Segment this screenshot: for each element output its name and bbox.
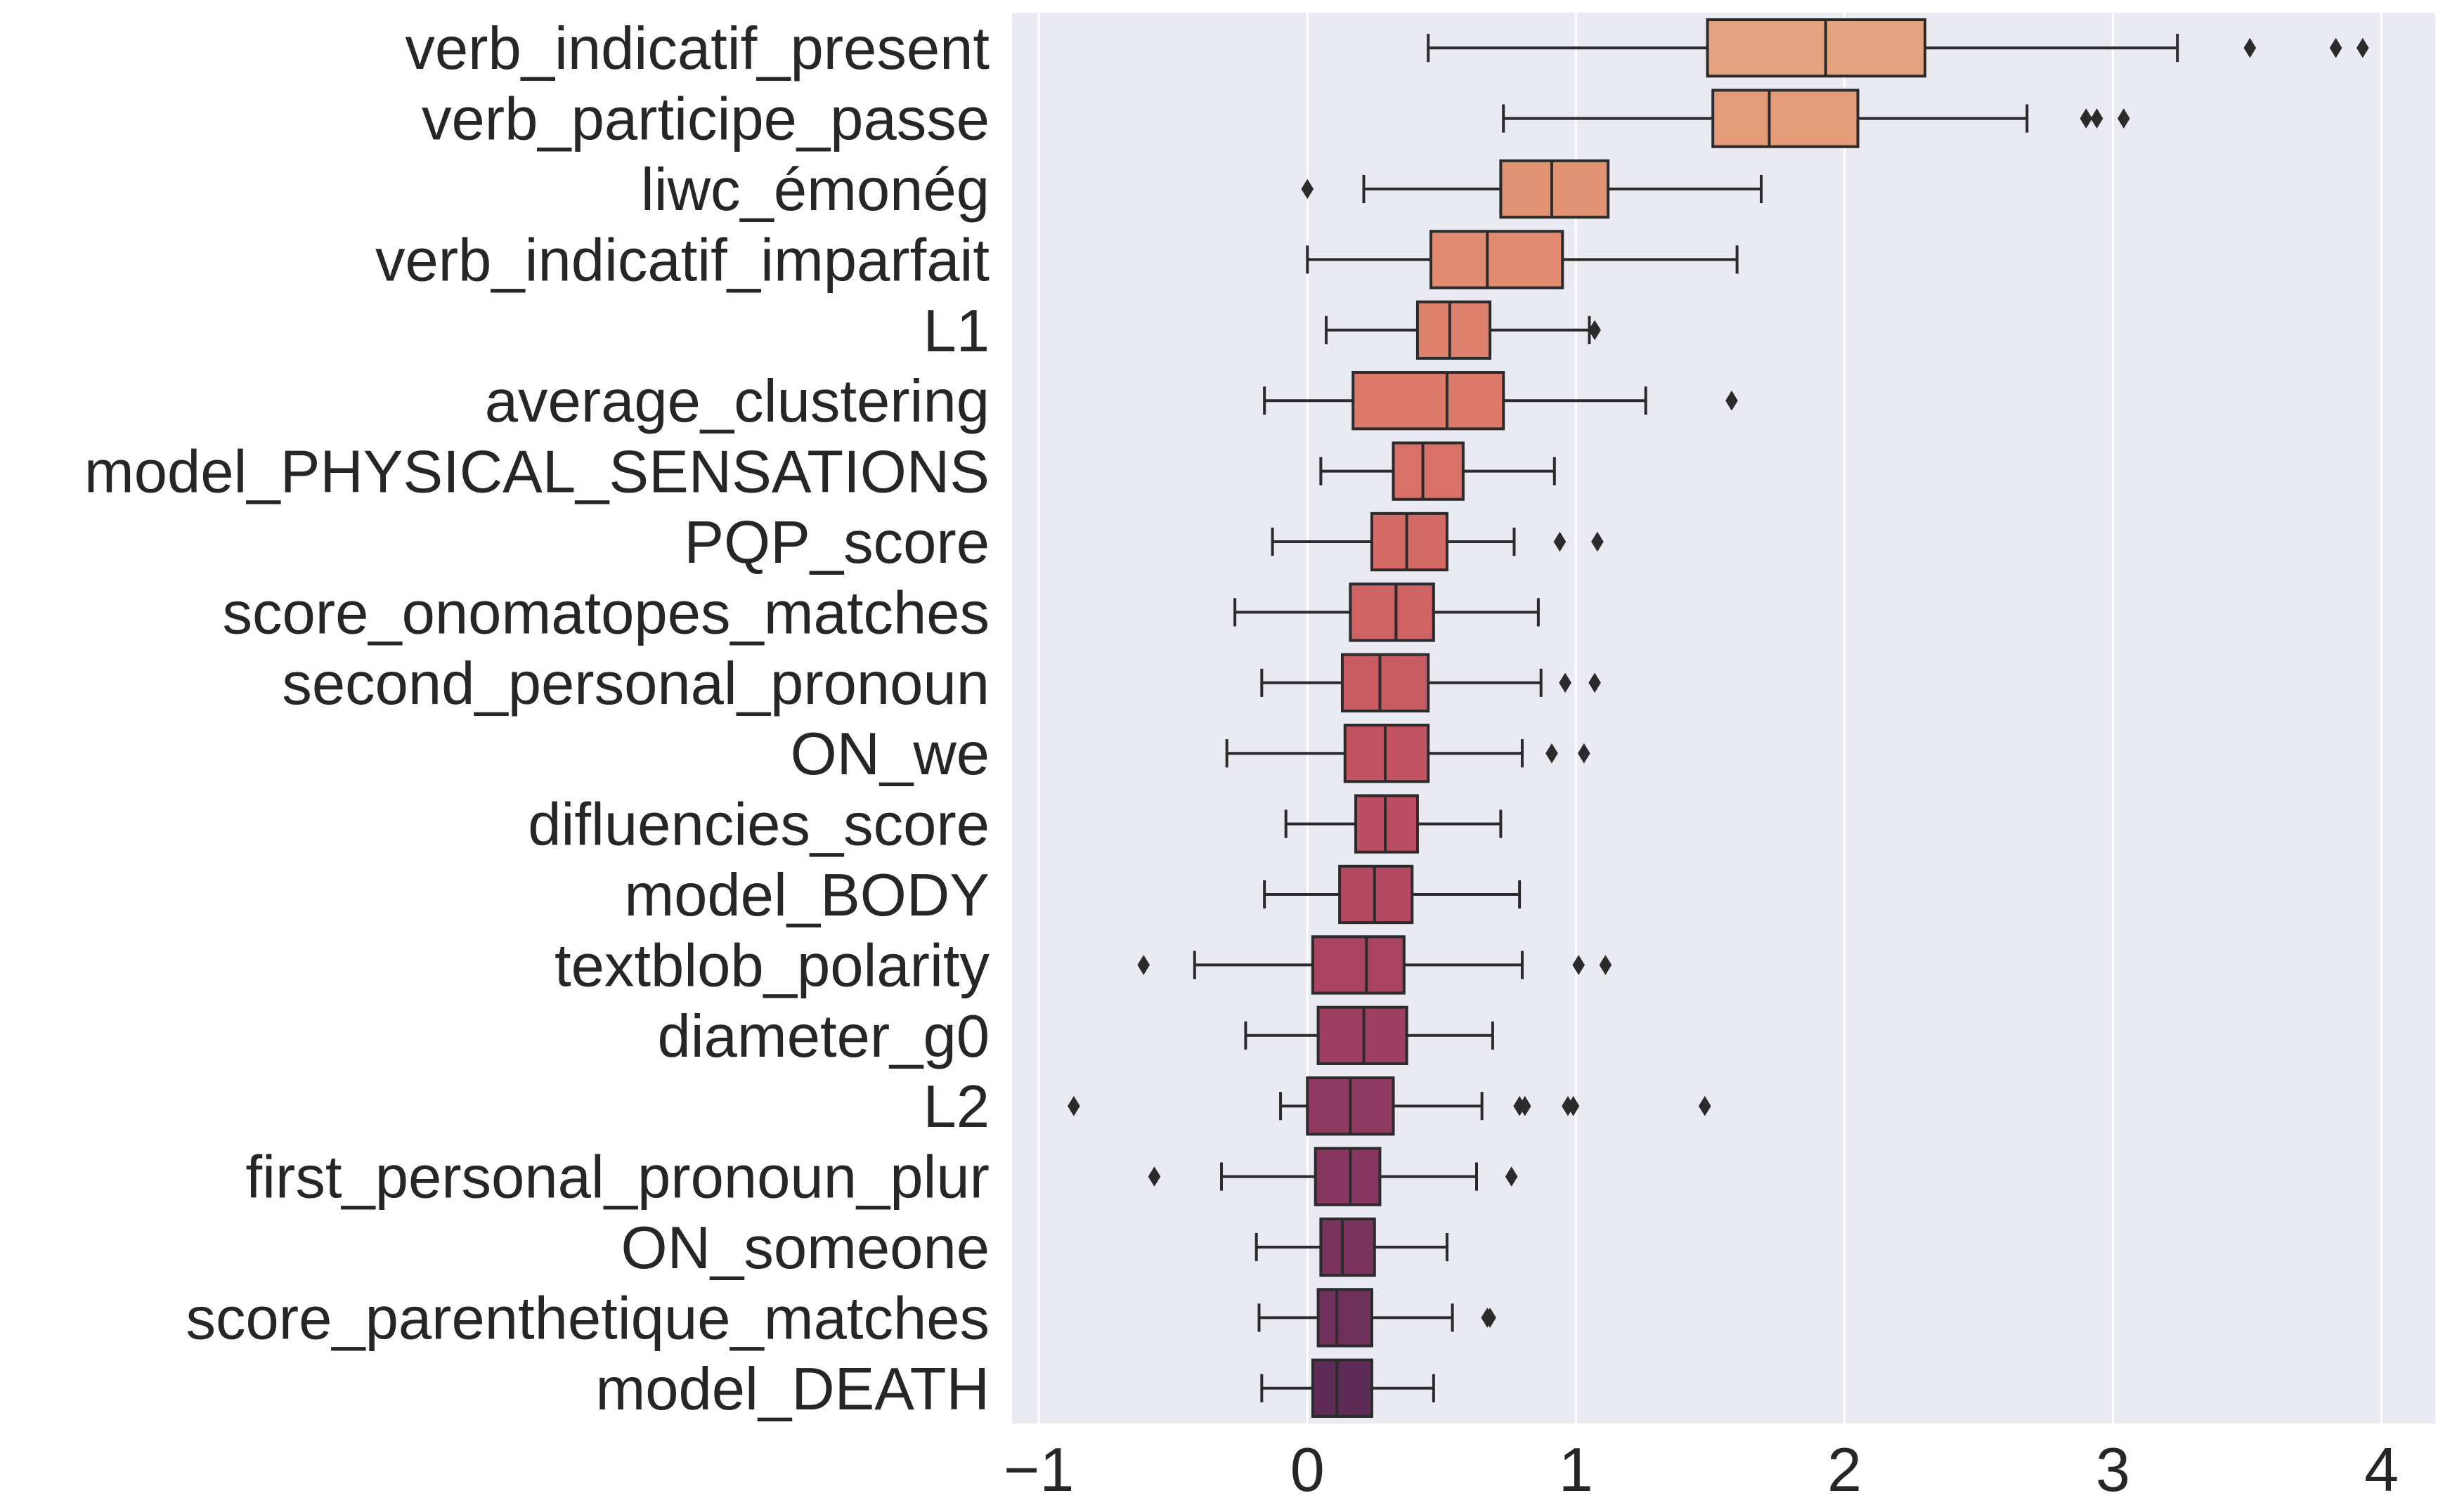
iqr-box xyxy=(1711,89,1860,148)
box-0 xyxy=(1427,18,2369,78)
iqr-box xyxy=(1319,1217,1376,1277)
box-15 xyxy=(1068,1076,1711,1136)
iqr-box xyxy=(1314,1147,1382,1206)
category-label: verb_indicatif_present xyxy=(405,15,990,82)
outlier-point xyxy=(1725,390,1738,411)
category-label: first_personal_pronoun_plur xyxy=(246,1145,990,1211)
box-13 xyxy=(1137,935,1612,995)
outlier-point xyxy=(1578,743,1590,764)
box-1 xyxy=(1502,89,2130,148)
plot-background xyxy=(1012,13,2435,1423)
x-tick-label: 0 xyxy=(1290,1435,1325,1504)
outlier-point xyxy=(1553,531,1567,552)
iqr-box xyxy=(1311,1358,1373,1418)
iqr-box xyxy=(1370,511,1448,572)
outlier-point xyxy=(1518,1095,1531,1116)
box-2 xyxy=(1301,159,1763,219)
outlier-point xyxy=(1599,955,1612,975)
outlier-point xyxy=(2329,37,2342,58)
category-label: score_parenthetique_matches xyxy=(186,1285,990,1352)
iqr-box xyxy=(1311,935,1406,995)
outlier-point xyxy=(1148,1166,1161,1187)
outlier-point xyxy=(1068,1095,1080,1116)
iqr-box xyxy=(1499,159,1610,219)
category-label: PQP_score xyxy=(684,509,990,576)
box-9 xyxy=(1260,653,1601,712)
outlier-point xyxy=(1572,955,1585,975)
category-label: verb_participe_passe xyxy=(422,86,990,153)
box-10 xyxy=(1225,724,1590,783)
category-label: difluencies_score xyxy=(528,792,990,859)
box-3 xyxy=(1306,230,1739,289)
outlier-point xyxy=(1545,743,1558,764)
category-label: score_onomatopes_matches xyxy=(223,580,990,646)
outlier-point xyxy=(1301,178,1314,200)
x-tick-label: 4 xyxy=(2364,1435,2399,1504)
iqr-box xyxy=(1415,300,1492,360)
box-5 xyxy=(1263,371,1738,431)
iqr-box xyxy=(1351,371,1505,431)
box-6 xyxy=(1319,441,1556,501)
outlier-point xyxy=(2090,108,2103,129)
iqr-box xyxy=(1706,18,1927,78)
category-label: L2 xyxy=(923,1074,990,1140)
category-label: model_BODY xyxy=(624,862,990,929)
category-label: average_clustering xyxy=(485,368,990,435)
x-tick-labels: −1 0 1 2 3 4 xyxy=(1004,1435,2399,1504)
iqr-box xyxy=(1429,230,1564,289)
x-tick-label: 2 xyxy=(1827,1435,1862,1504)
iqr-box xyxy=(1316,1288,1373,1348)
category-label: second_personal_pronoun xyxy=(282,651,990,717)
category-label: model_PHYSICAL_SENSATIONS xyxy=(84,439,990,506)
x-tick-label: −1 xyxy=(1004,1435,1074,1504)
category-label: textblob_polarity xyxy=(555,932,990,999)
outlier-point xyxy=(2117,108,2130,129)
outlier-point xyxy=(1567,1095,1580,1116)
box-16 xyxy=(1148,1147,1518,1206)
category-label: L1 xyxy=(923,298,990,365)
box-18 xyxy=(1257,1288,1496,1348)
iqr-box xyxy=(1392,441,1465,501)
box-17 xyxy=(1254,1217,1448,1277)
outlier-point xyxy=(2356,37,2369,58)
category-label: liwc_émonég xyxy=(641,157,990,223)
iqr-box xyxy=(1349,582,1435,642)
box-11 xyxy=(1284,794,1503,854)
category-label: ON_someone xyxy=(621,1215,990,1282)
box-4 xyxy=(1325,300,1601,360)
category-label: verb_indicatif_imparfait xyxy=(375,227,990,294)
outlier-point xyxy=(1588,320,1601,341)
outlier-point xyxy=(1484,1308,1496,1328)
box-19 xyxy=(1260,1358,1435,1418)
iqr-box xyxy=(1340,653,1430,712)
outlier-point xyxy=(1505,1166,1518,1187)
outlier-point xyxy=(1559,672,1571,693)
category-labels: verb_indicatif_presentverb_participe_pas… xyxy=(84,15,990,1423)
box-7 xyxy=(1271,511,1604,572)
category-label: model_DEATH xyxy=(595,1356,990,1423)
outlier-point xyxy=(2080,108,2093,129)
outlier-point xyxy=(1591,531,1604,552)
outlier-point xyxy=(1137,955,1150,975)
box-layer xyxy=(1068,18,2369,1418)
outlier-point xyxy=(1588,672,1601,693)
category-label: diameter_g0 xyxy=(657,1003,990,1070)
category-label: ON_we xyxy=(791,721,990,788)
x-tick-label: 1 xyxy=(1559,1435,1593,1504)
x-tick-label: 3 xyxy=(2096,1435,2130,1504)
box-14 xyxy=(1244,1005,1494,1065)
box-12 xyxy=(1263,864,1522,925)
box-8 xyxy=(1233,582,1540,642)
outlier-point xyxy=(2243,37,2257,58)
outlier-point xyxy=(1698,1095,1711,1116)
